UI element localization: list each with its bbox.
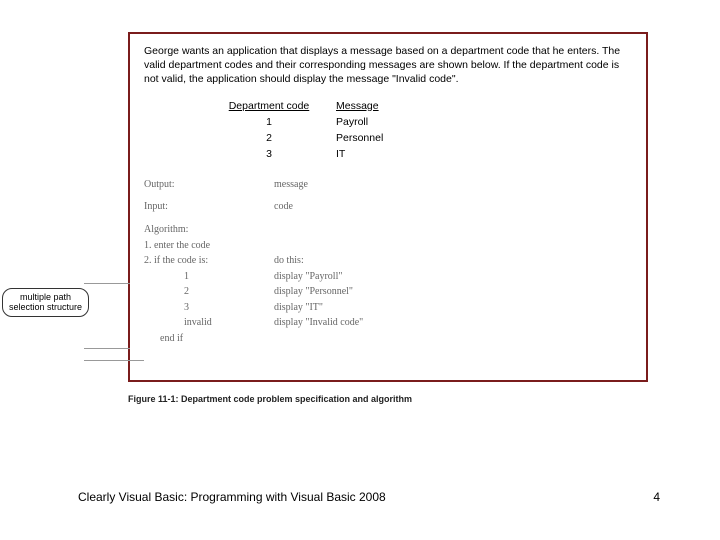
- input-value: code: [274, 199, 632, 215]
- spec-text: George wants an application that display…: [144, 44, 632, 87]
- output-value: message: [274, 177, 632, 193]
- algo-case3a: 3: [144, 300, 274, 316]
- output-label: Output:: [144, 177, 274, 193]
- connector-line: [84, 348, 130, 349]
- algorithm-block: Output: message Input: code Algorithm: 1…: [144, 177, 632, 346]
- algo-case2a: 2: [144, 284, 274, 300]
- table-row: 3 IT: [214, 147, 456, 161]
- callout-line2: selection structure: [9, 302, 82, 312]
- algo-step2b: do this:: [274, 253, 632, 269]
- algo-case4b: display "Invalid code": [274, 315, 632, 331]
- algo-step1: 1. enter the code: [144, 238, 632, 254]
- callout-bubble: multiple path selection structure: [2, 288, 89, 317]
- connector-line: [84, 283, 130, 284]
- col-header-code: Department code: [214, 99, 334, 113]
- algo-case2b: display "Personnel": [274, 284, 632, 300]
- algo-case4a: invalid: [144, 315, 274, 331]
- algorithm-label: Algorithm:: [144, 222, 632, 238]
- table-row: 2 Personnel: [214, 131, 456, 145]
- input-label: Input:: [144, 199, 274, 215]
- dept-code-table: Department code Message 1 Payroll 2 Pers…: [212, 97, 458, 164]
- connector-line: [84, 360, 144, 361]
- algo-case1b: display "Payroll": [274, 269, 632, 285]
- algo-case1a: 1: [144, 269, 274, 285]
- algo-step2a: 2. if the code is:: [144, 253, 274, 269]
- algo-endif: end if: [144, 331, 632, 347]
- table-row: 1 Payroll: [214, 115, 456, 129]
- col-header-msg: Message: [336, 99, 456, 113]
- algo-case3b: display "IT": [274, 300, 632, 316]
- figure-caption: Figure 11-1: Department code problem spe…: [128, 394, 412, 404]
- figure-box: George wants an application that display…: [128, 32, 648, 382]
- footer-title: Clearly Visual Basic: Programming with V…: [78, 490, 386, 504]
- page-number: 4: [653, 490, 660, 504]
- callout-line1: multiple path: [9, 292, 82, 302]
